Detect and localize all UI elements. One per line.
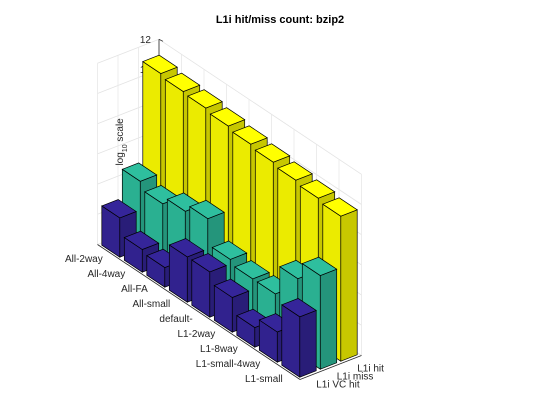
bar (281, 298, 317, 378)
category-label: All-4way (87, 269, 125, 280)
y-axis-label-main: log (115, 152, 126, 165)
bar-face-top (191, 253, 227, 273)
bar-face-top (322, 197, 358, 217)
bar-face-top (211, 240, 248, 260)
chart-title: L1i hit/miss count: bzip2 (215, 14, 345, 26)
bar-face-top (209, 107, 246, 127)
category-label: L1-small-4way (196, 359, 260, 370)
series-label: L1i miss (337, 372, 374, 383)
y-axis-label-sub: 10 (122, 144, 129, 152)
category-labels: All-2way All-4way All-FA All-small default- L… (65, 254, 283, 385)
bar-face-top (213, 278, 250, 298)
category-label: All-FA (121, 284, 148, 295)
bar-face-top (101, 199, 137, 219)
bar-face-top (277, 161, 313, 181)
bar-face-top (299, 179, 336, 199)
bar-face-top (234, 260, 270, 280)
bar-face-top (168, 238, 205, 258)
y-axis-label: log10 scale (115, 118, 129, 166)
bar-face-top (187, 89, 223, 109)
y-axis-label-rest: scale (115, 118, 126, 145)
category-axis-line (97, 244, 301, 380)
series-label: L1i VC hit (316, 380, 360, 391)
bar-face-top (254, 143, 291, 163)
bar-face-front (281, 304, 301, 378)
bar-face-top (123, 230, 160, 250)
bar-face-top (142, 54, 178, 74)
category-label: All-small (132, 299, 170, 310)
bar-face-top (232, 125, 268, 145)
bar-face-side (299, 309, 317, 378)
bar-face-top (164, 72, 201, 92)
category-label: L1-2way (177, 329, 215, 340)
category-label: L1-8way (200, 344, 238, 355)
bar-face-side (319, 268, 338, 370)
category-label: All-2way (65, 254, 103, 265)
bar-face-top (301, 256, 338, 276)
series-axis-line (299, 355, 362, 380)
category-label: default- (159, 314, 192, 325)
bar-face-top (281, 298, 317, 318)
bar (213, 278, 250, 333)
series-label: L1i hit (357, 364, 384, 375)
category-label: L1-small (245, 374, 283, 385)
bars (101, 54, 358, 378)
bar-face-side (340, 209, 358, 362)
bar-face-top (121, 162, 158, 182)
z-tick-mark (158, 38, 164, 42)
z-tick-label: 12 (140, 35, 152, 46)
bar-face-top (189, 199, 225, 220)
